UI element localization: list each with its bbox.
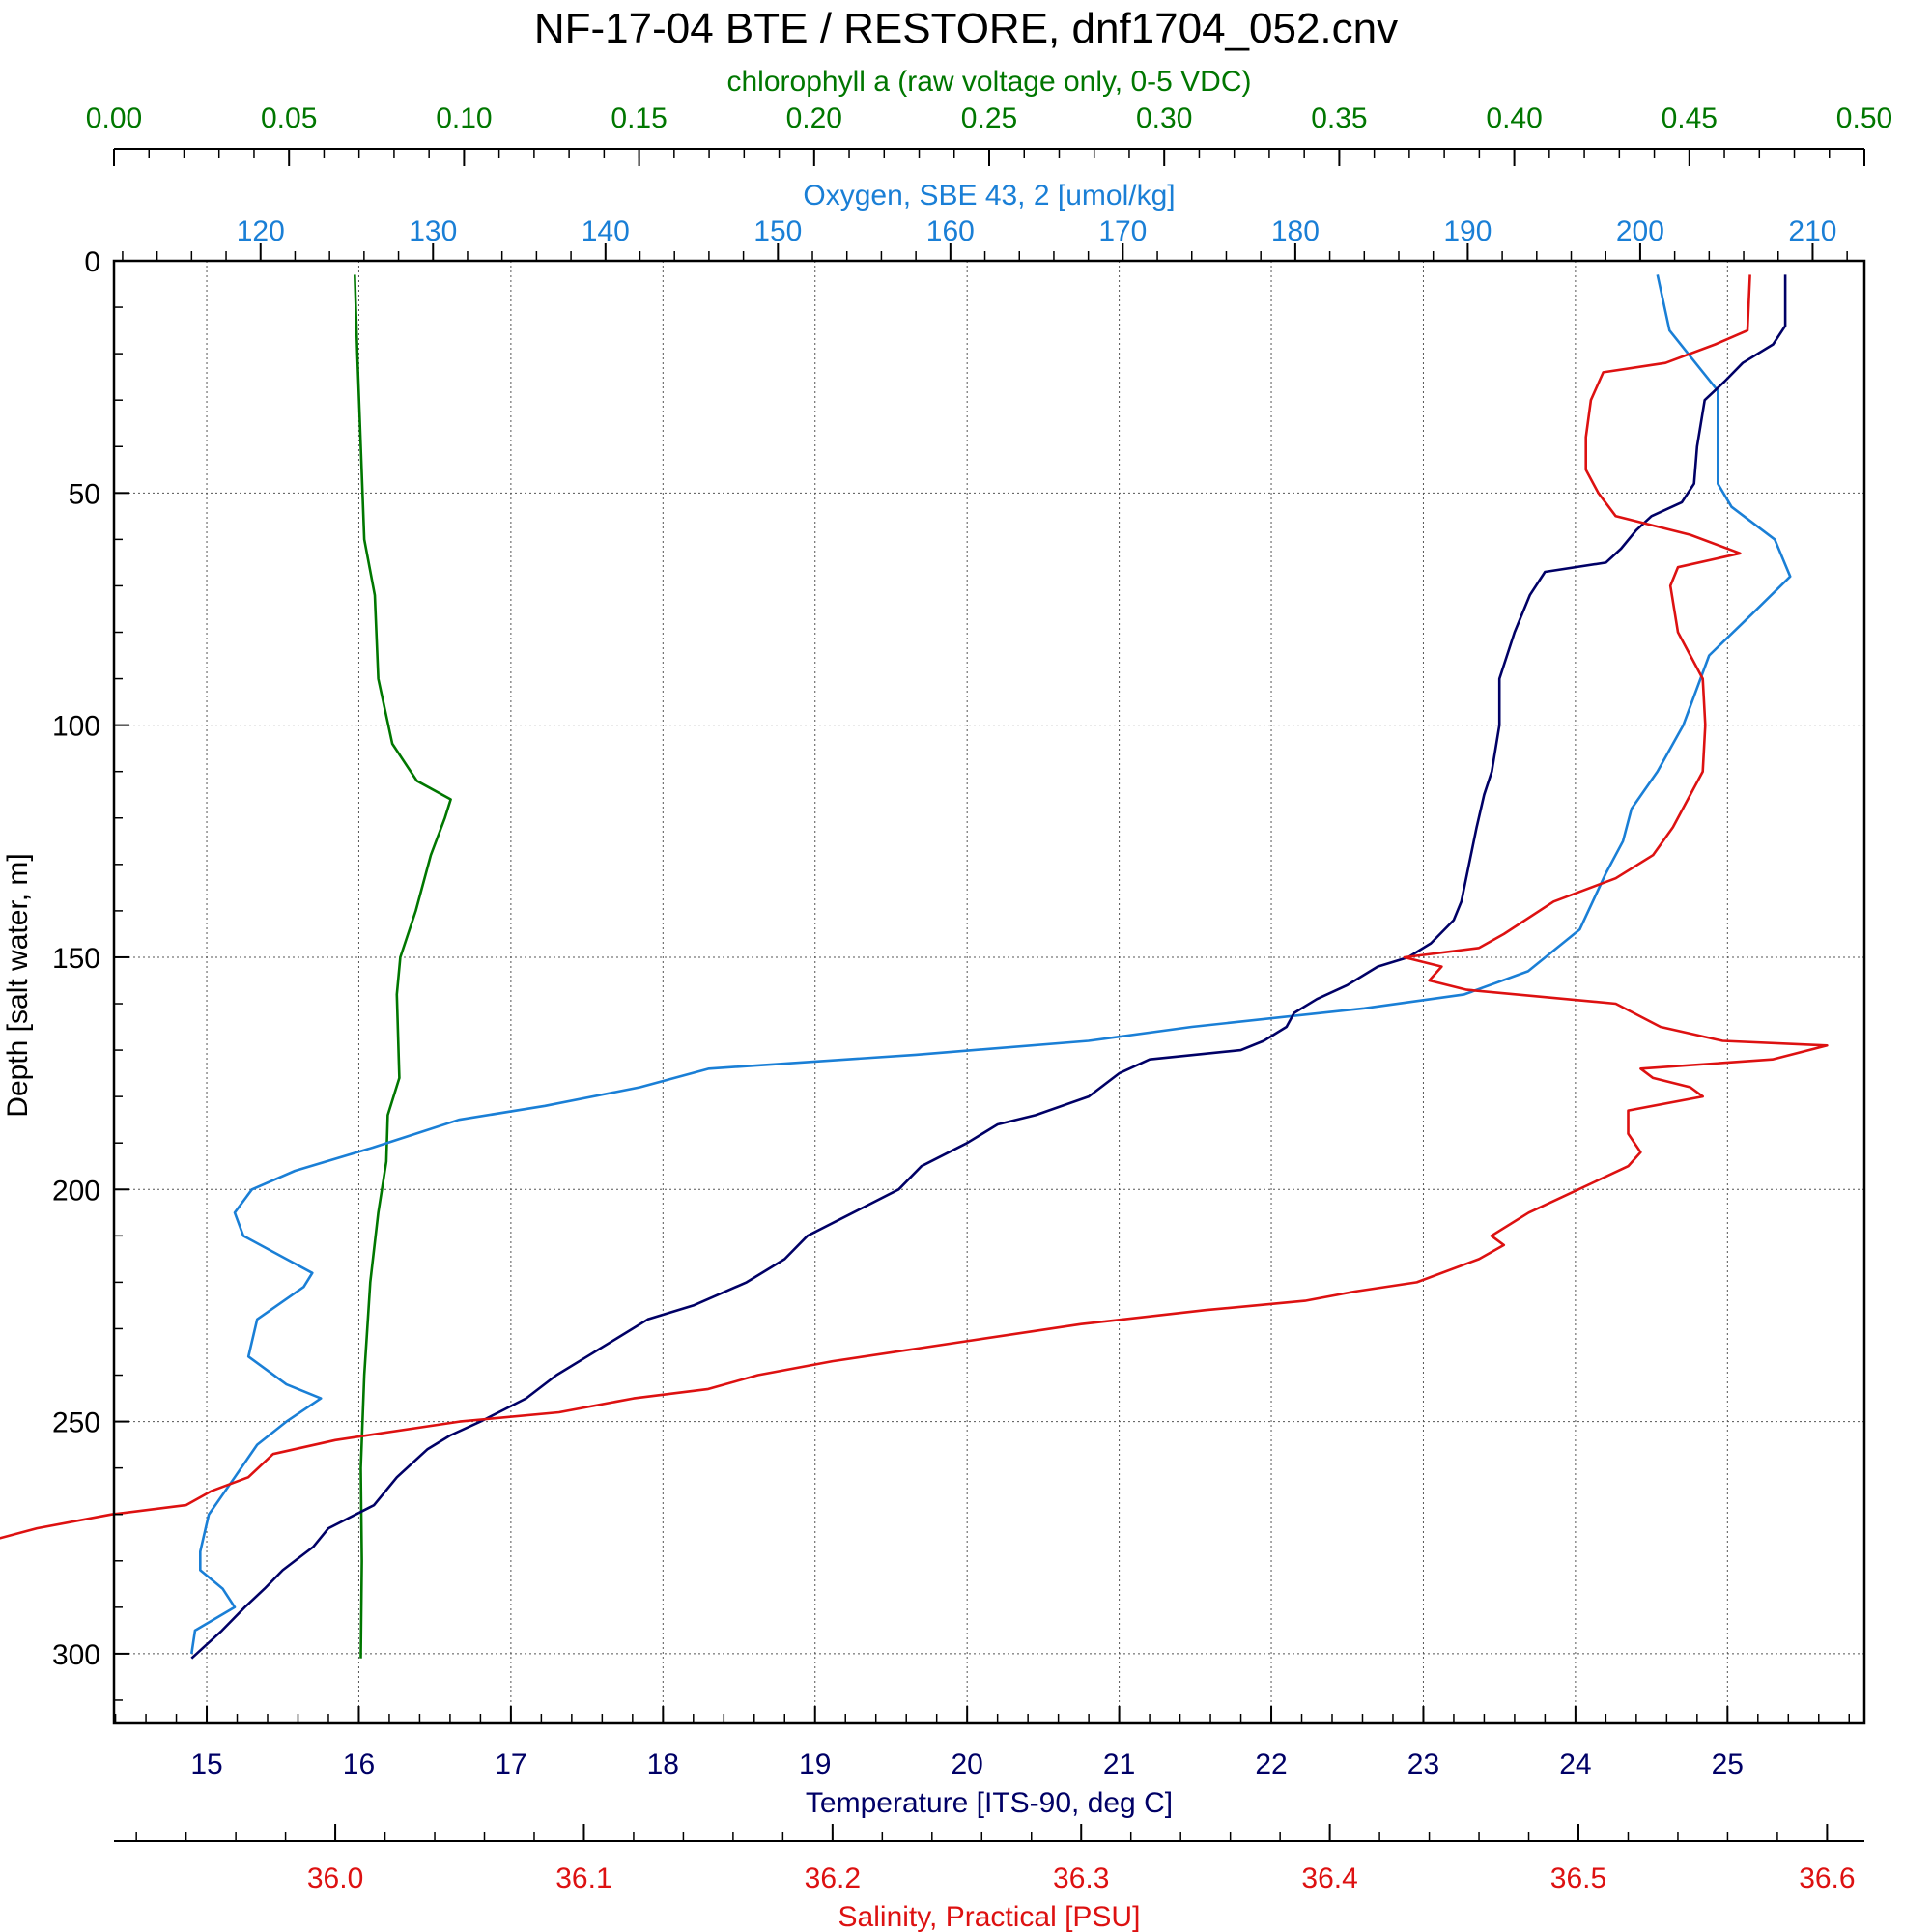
chl-tick-label: 0.40 — [1486, 102, 1542, 134]
chl-tick-label: 0.50 — [1836, 102, 1892, 134]
plot-frame — [112, 259, 1866, 1725]
temp-tick-label: 18 — [647, 1748, 679, 1780]
y-tick-label: 0 — [84, 246, 100, 278]
temp-tick-label: 21 — [1103, 1748, 1135, 1780]
y-tick-label: 100 — [52, 711, 100, 743]
y-tick-label: 250 — [52, 1407, 100, 1439]
chl-tick-label: 0.35 — [1311, 102, 1367, 134]
oxy-tick-label: 120 — [237, 215, 285, 247]
temp-tick-label: 15 — [190, 1748, 222, 1780]
oxy-tick-label: 160 — [926, 215, 975, 247]
oxy-tick-label: 150 — [753, 215, 802, 247]
chl-tick-label: 0.05 — [261, 102, 317, 134]
series-line-oxy — [190, 274, 1792, 1655]
sal-tick-label: 36.3 — [1053, 1862, 1109, 1894]
chart-title: NF-17-04 BTE / RESTORE, dnf1704_052.cnv — [534, 5, 1398, 52]
temp-tick-label: 16 — [343, 1748, 375, 1780]
y-axis-label: Depth [salt water, m] — [2, 853, 34, 1117]
oxy-tick-label: 210 — [1788, 215, 1836, 247]
sal-tick-label: 36.0 — [307, 1862, 363, 1894]
temp-tick-label: 19 — [799, 1748, 831, 1780]
temp-tick-label: 24 — [1559, 1748, 1591, 1780]
y-tick-label: 200 — [52, 1175, 100, 1207]
series-layer — [0, 274, 1829, 1660]
sal-tick-label: 36.6 — [1799, 1862, 1855, 1894]
y-tick-label: 50 — [69, 478, 100, 510]
chl-tick-label: 0.30 — [1136, 102, 1192, 134]
chl-tick-label: 0.15 — [611, 102, 667, 134]
sal-tick-label: 36.1 — [555, 1862, 611, 1894]
series-line-chl — [354, 274, 452, 1659]
chl-tick-label: 0.00 — [86, 102, 142, 134]
chl-tick-label: 0.20 — [786, 102, 842, 134]
sal-tick-label: 36.4 — [1301, 1862, 1357, 1894]
chl-tick-label: 0.45 — [1662, 102, 1718, 134]
sal-tick-label: 36.5 — [1550, 1862, 1606, 1894]
axes: 0 50 100 150 200 250 300 0.00 0.05 0.10 0.15 0.20 0.… — [52, 66, 1892, 1932]
series-line-temp — [190, 274, 1787, 1660]
oxy-tick-label: 190 — [1443, 215, 1492, 247]
temp-axis-title: Temperature [ITS-90, deg C] — [806, 1787, 1173, 1819]
sal-tick-label: 36.2 — [805, 1862, 861, 1894]
oxy-tick-label: 200 — [1616, 215, 1664, 247]
temp-tick-label: 25 — [1712, 1748, 1744, 1780]
y-tick-label: 300 — [52, 1639, 100, 1671]
temp-tick-label: 23 — [1407, 1748, 1439, 1780]
temp-tick-label: 22 — [1255, 1748, 1287, 1780]
oxy-tick-label: 180 — [1271, 215, 1320, 247]
grid — [114, 261, 1864, 1723]
chl-tick-label: 0.10 — [436, 102, 492, 134]
sal-axis-title: Salinity, Practical [PSU] — [838, 1901, 1141, 1932]
oxy-tick-label: 130 — [409, 215, 457, 247]
y-tick-label: 150 — [52, 943, 100, 975]
temp-tick-label: 17 — [495, 1748, 526, 1780]
oxy-tick-label: 170 — [1098, 215, 1147, 247]
oxy-tick-label: 140 — [582, 215, 630, 247]
chl-tick-label: 0.25 — [961, 102, 1017, 134]
temp-tick-label: 20 — [951, 1748, 982, 1780]
oxy-axis-title: Oxygen, SBE 43, 2 [umol/kg] — [803, 180, 1175, 212]
chl-axis-title: chlorophyll a (raw voltage only, 0-5 VDC… — [726, 66, 1251, 98]
series-line-sal — [0, 274, 1829, 1540]
